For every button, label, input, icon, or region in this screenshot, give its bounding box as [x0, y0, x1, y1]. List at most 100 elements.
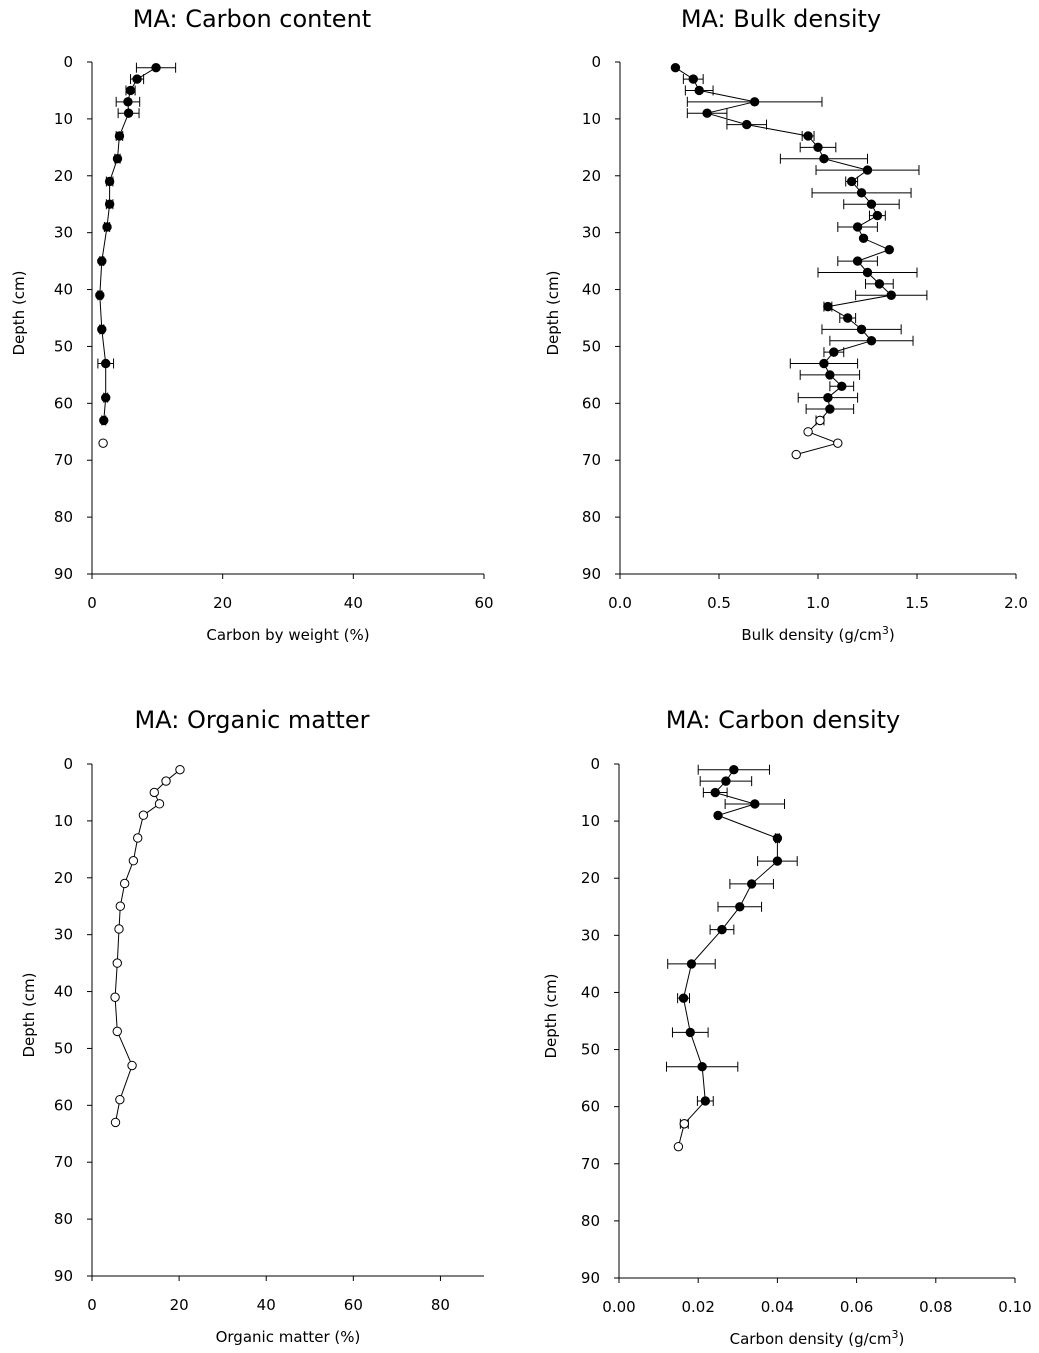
y-tick-label: 20 — [582, 167, 601, 185]
series-0 — [95, 62, 177, 426]
y-tick-label: 80 — [582, 508, 601, 526]
x-axis-label: Bulk density (g/cm3) — [741, 624, 894, 644]
y-tick-label: 40 — [54, 281, 73, 299]
data-point — [97, 256, 107, 266]
data-point — [803, 427, 813, 437]
data-point — [119, 878, 130, 889]
data-point — [823, 392, 833, 403]
data-point — [102, 222, 112, 232]
data-point — [833, 438, 843, 448]
data-point — [721, 776, 731, 786]
data-point — [884, 245, 894, 255]
y-tick-label: 10 — [54, 812, 73, 830]
data-point — [852, 222, 863, 232]
data-point — [133, 833, 143, 843]
x-tick-label: 0 — [87, 594, 97, 612]
chart-organic-matter: MA: Organic matter 0 10 20 30 40 50 60 70 80 90 0 20… — [0, 690, 520, 1353]
y-tick-label: 30 — [54, 926, 73, 944]
data-point — [856, 324, 867, 335]
data-point — [746, 879, 757, 889]
data-point — [101, 392, 111, 403]
data-point — [151, 62, 161, 73]
data-point — [114, 131, 125, 141]
y-tick-label: 40 — [582, 281, 601, 299]
data-point — [110, 1117, 121, 1128]
data-point — [742, 119, 752, 130]
chart-canvas: MA: Organic matter 0 10 20 30 40 50 60 70 80 90 0 20… — [20, 706, 484, 1346]
data-point — [685, 1027, 695, 1038]
y-tick-label: 70 — [54, 451, 73, 469]
data-point — [862, 267, 873, 278]
data-point — [846, 176, 857, 187]
y-tick-label: 90 — [582, 565, 601, 583]
data-point — [154, 799, 165, 809]
data-point — [866, 199, 877, 209]
y-tick-label: 80 — [54, 1210, 73, 1228]
x-tick-label: 60 — [344, 1296, 363, 1314]
data-point — [813, 142, 823, 153]
y-tick-label: 60 — [581, 1098, 600, 1116]
x-axis-label-text: Bulk density (g/cm — [741, 626, 881, 644]
data-point — [670, 62, 681, 73]
data-point — [858, 233, 869, 244]
data-point — [123, 108, 134, 118]
x-tick-label: 0.5 — [707, 594, 731, 612]
chart-canvas: MA: Bulk density 0 10 20 30 40 50 60 70 80 90 0.0 0.… — [544, 5, 1028, 644]
data-point — [872, 210, 883, 221]
series-0 — [670, 62, 928, 426]
y-tick-label: 60 — [582, 394, 601, 412]
x-tick-label: 0.08 — [919, 1298, 952, 1316]
y-axis-label: Depth (cm) — [10, 270, 28, 355]
y-axis-label: Depth (cm) — [542, 973, 560, 1058]
data-point — [700, 1096, 711, 1106]
chart-canvas: MA: Carbon content 0 10 20 30 40 50 60 70 80 90 0 20… — [10, 5, 494, 644]
y-tick-label: 40 — [54, 983, 73, 1001]
data-point — [702, 108, 712, 118]
y-tick-label: 80 — [581, 1212, 600, 1230]
x-axis-label-superscript: 3 — [882, 624, 889, 637]
x-tick-label: 40 — [344, 594, 363, 612]
y-tick-label: 70 — [582, 451, 601, 469]
data-point — [729, 765, 739, 775]
data-point — [886, 290, 896, 300]
y-tick-label: 0 — [590, 755, 600, 773]
y-tick-label: 30 — [582, 224, 601, 242]
chart-carbon-content: MA: Carbon content 0 10 20 30 40 50 60 70 80 90 0 20… — [0, 0, 520, 660]
data-point — [115, 901, 126, 911]
data-point — [678, 993, 689, 1003]
series-line — [99, 67, 157, 421]
y-tick-label: 10 — [582, 110, 601, 128]
data-point — [697, 1061, 707, 1072]
data-point — [97, 324, 107, 335]
x-tick-label: 40 — [257, 1296, 276, 1314]
data-point — [112, 1026, 122, 1037]
y-tick-label: 30 — [581, 926, 600, 944]
data-point — [852, 256, 863, 266]
data-point — [138, 810, 149, 820]
data-point — [175, 764, 185, 775]
x-tick-label: 1.0 — [806, 594, 830, 612]
y-tick-label: 70 — [54, 1153, 73, 1171]
data-point — [149, 787, 159, 798]
series-line — [682, 769, 778, 1125]
data-point — [819, 358, 829, 369]
y-tick-label: 50 — [54, 1039, 73, 1057]
data-point — [679, 1119, 690, 1129]
y-tick-label: 20 — [54, 167, 73, 185]
data-point — [127, 1060, 137, 1071]
series-1 — [98, 438, 108, 448]
data-point — [713, 810, 723, 821]
y-axis-label: Depth (cm) — [20, 972, 38, 1057]
data-point — [99, 415, 109, 426]
data-point — [123, 97, 133, 107]
data-point — [688, 74, 698, 84]
data-point — [95, 290, 105, 300]
y-tick-label: 90 — [54, 565, 73, 583]
x-tick-label: 20 — [170, 1296, 189, 1314]
data-point — [710, 787, 720, 798]
y-tick-label: 50 — [581, 1041, 600, 1059]
data-point — [101, 358, 111, 369]
x-tick-label: 0.06 — [840, 1298, 873, 1316]
data-point — [104, 199, 115, 209]
data-point — [673, 1141, 684, 1152]
